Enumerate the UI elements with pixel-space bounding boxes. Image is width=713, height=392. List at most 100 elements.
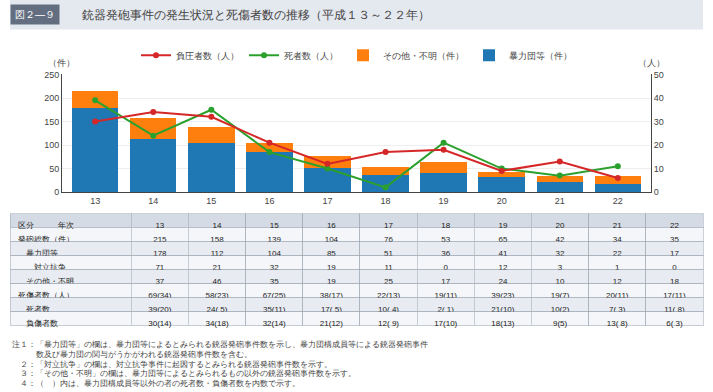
svg-text:19(11): 19(11) xyxy=(434,290,457,300)
svg-text:21(10): 21(10) xyxy=(491,304,515,314)
svg-text:34(18): 34(18) xyxy=(205,319,228,328)
svg-text:40: 40 xyxy=(654,93,664,103)
svg-text:死者数（人）: 死者数（人） xyxy=(284,51,338,61)
svg-text:13: 13 xyxy=(155,221,164,230)
svg-text:10( 4): 10( 4) xyxy=(378,304,399,314)
svg-text:注１：「暴力団等」の欄は、暴力団等によるとみられる銃器発砲事: 注１：「暴力団等」の欄は、暴力団等によるとみられる銃器発砲事件数を示し、暴力団構… xyxy=(12,340,428,388)
svg-text:30(14): 30(14) xyxy=(148,319,171,328)
svg-text:24( 5): 24( 5) xyxy=(206,304,228,314)
svg-text:158: 158 xyxy=(210,234,224,244)
svg-text:30: 30 xyxy=(654,117,664,127)
svg-text:53: 53 xyxy=(441,234,451,244)
svg-text:178: 178 xyxy=(153,248,167,258)
svg-text:区分 年次: 区分 年次 xyxy=(18,221,74,230)
svg-text:その他・不明（件）: その他・不明（件） xyxy=(383,51,464,61)
svg-text:17( 5): 17( 5) xyxy=(320,304,342,314)
svg-text:銃器発砲事件の発生状況と死傷者数の推移（平成１３～２２年）: 銃器発砲事件の発生状況と死傷者数の推移（平成１３～２２年） xyxy=(82,8,430,22)
svg-text:39(20): 39(20) xyxy=(148,304,172,314)
svg-text:19: 19 xyxy=(498,221,507,230)
svg-text:死傷者数（人）: 死傷者数（人） xyxy=(18,290,74,300)
svg-text:12: 12 xyxy=(498,262,508,272)
svg-text:22: 22 xyxy=(613,196,623,206)
svg-text:38(17): 38(17) xyxy=(319,290,343,300)
svg-text:37: 37 xyxy=(155,276,165,286)
svg-text:35: 35 xyxy=(269,276,279,286)
svg-text:71: 71 xyxy=(155,262,165,272)
svg-text:13( 8): 13( 8) xyxy=(607,319,628,328)
svg-text:14: 14 xyxy=(148,196,158,206)
svg-text:50: 50 xyxy=(49,164,59,174)
svg-text:暴力団等（件）: 暴力団等（件） xyxy=(509,51,572,61)
svg-text:19(7): 19(7) xyxy=(550,290,570,300)
svg-text:21: 21 xyxy=(613,221,622,230)
svg-text:104: 104 xyxy=(324,234,339,244)
svg-text:20: 20 xyxy=(556,221,565,230)
svg-text:21: 21 xyxy=(212,262,222,272)
svg-text:10: 10 xyxy=(555,276,565,286)
svg-text:2( 1): 2( 1) xyxy=(437,304,454,314)
svg-text:6( 3): 6( 3) xyxy=(666,319,683,328)
svg-text:16: 16 xyxy=(327,221,336,230)
svg-text:0: 0 xyxy=(54,187,59,197)
svg-text:22(13): 22(13) xyxy=(377,290,401,300)
svg-text:32: 32 xyxy=(555,248,565,258)
svg-text:18: 18 xyxy=(441,221,450,230)
svg-text:負圧者数（人）: 負圧者数（人） xyxy=(176,51,239,61)
svg-text:35(11): 35(11) xyxy=(262,304,286,314)
svg-text:215: 215 xyxy=(153,234,167,244)
svg-text:150: 150 xyxy=(44,117,59,127)
svg-text:17: 17 xyxy=(322,196,332,206)
svg-text:（人）: （人） xyxy=(638,58,665,68)
svg-text:36: 36 xyxy=(441,248,451,258)
svg-text:19: 19 xyxy=(326,262,336,272)
svg-text:15: 15 xyxy=(270,221,279,230)
svg-text:20: 20 xyxy=(654,140,664,150)
svg-text:（件）: （件） xyxy=(48,58,75,68)
svg-text:67(25): 67(25) xyxy=(262,290,286,300)
svg-text:17: 17 xyxy=(384,221,393,230)
svg-text:16: 16 xyxy=(264,196,274,206)
svg-text:21: 21 xyxy=(555,196,565,206)
svg-text:0: 0 xyxy=(654,187,659,197)
svg-text:22: 22 xyxy=(670,221,679,230)
svg-text:250: 250 xyxy=(44,70,59,80)
svg-text:58(23): 58(23) xyxy=(205,290,229,300)
svg-text:20: 20 xyxy=(497,196,507,206)
svg-text:17: 17 xyxy=(441,276,451,286)
svg-text:100: 100 xyxy=(44,140,59,150)
svg-text:65: 65 xyxy=(498,234,508,244)
svg-text:112: 112 xyxy=(210,248,224,258)
svg-text:暴力団等: 暴力団等 xyxy=(18,248,58,258)
svg-text:41: 41 xyxy=(498,248,508,258)
svg-text:42: 42 xyxy=(555,234,565,244)
svg-text:50: 50 xyxy=(654,70,664,80)
svg-text:32: 32 xyxy=(269,262,279,272)
svg-text:14: 14 xyxy=(213,221,222,230)
svg-text:負傷者数: 負傷者数 xyxy=(18,319,58,328)
svg-text:18(13): 18(13) xyxy=(491,319,514,328)
svg-text:15: 15 xyxy=(206,196,216,206)
svg-text:18: 18 xyxy=(381,196,391,206)
svg-text:24: 24 xyxy=(498,276,508,286)
svg-text:10: 10 xyxy=(654,164,664,174)
svg-text:12( 9): 12( 9) xyxy=(378,319,399,328)
svg-text:139: 139 xyxy=(267,234,281,244)
svg-text:39(23): 39(23) xyxy=(491,290,515,300)
svg-text:104: 104 xyxy=(267,248,281,258)
svg-text:図２―９: 図２―９ xyxy=(15,9,55,20)
svg-text:21(12): 21(12) xyxy=(320,319,343,328)
svg-text:32(14): 32(14) xyxy=(263,319,286,328)
svg-text:対立抗争: 対立抗争 xyxy=(18,262,66,272)
svg-text:死者数: 死者数 xyxy=(18,304,50,314)
svg-text:46: 46 xyxy=(212,276,222,286)
svg-text:17(10): 17(10) xyxy=(434,319,457,328)
svg-text:200: 200 xyxy=(44,93,59,103)
svg-text:19: 19 xyxy=(326,276,336,286)
svg-text:発砲総数（件）: 発砲総数（件） xyxy=(18,234,74,244)
svg-text:19: 19 xyxy=(439,196,449,206)
svg-text:69(34): 69(34) xyxy=(148,290,172,300)
svg-text:85: 85 xyxy=(326,248,336,258)
svg-text:その他・不明: その他・不明 xyxy=(18,276,74,286)
svg-text:13: 13 xyxy=(90,196,100,206)
svg-text:9(5): 9(5) xyxy=(553,319,568,328)
